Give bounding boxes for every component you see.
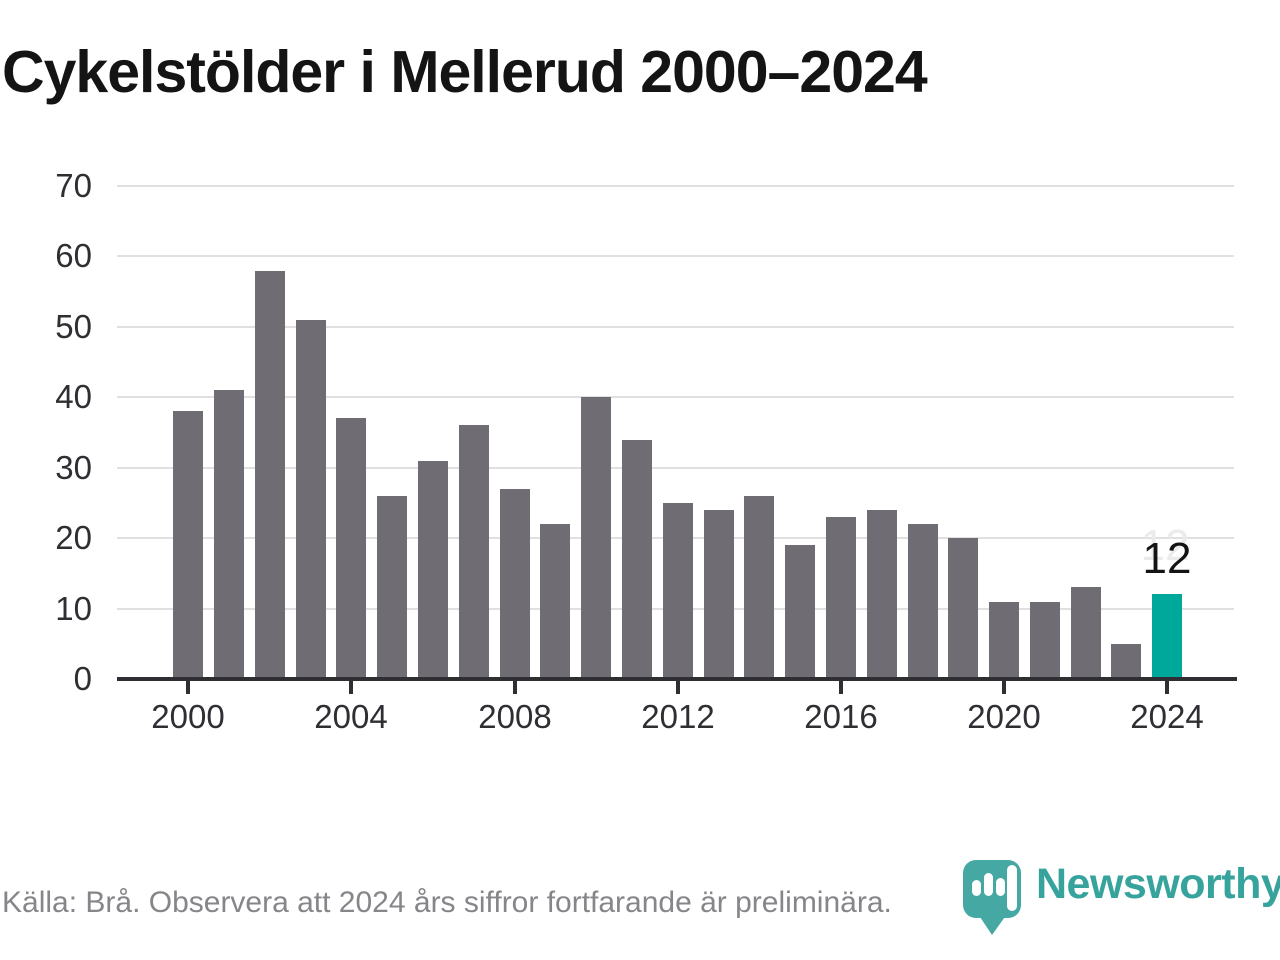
gridline-60 (117, 255, 1234, 257)
x-axis-label-2012: 2012 (641, 698, 715, 735)
y-axis-label-30: 30 (55, 449, 92, 486)
bar-2022 (1071, 587, 1101, 679)
bar-2003 (296, 320, 326, 679)
bar-2023 (1111, 644, 1141, 679)
bar-2014 (744, 496, 774, 679)
x-axis-label-2016: 2016 (804, 698, 878, 735)
bar-2004 (336, 418, 366, 679)
y-axis-label-60: 60 (55, 237, 92, 274)
y-axis-label-10: 10 (55, 590, 92, 627)
bar-value-label: 12 (1142, 534, 1192, 583)
x-axis-tick-2012 (676, 681, 680, 694)
bar-2005 (377, 496, 407, 679)
bar-2007 (459, 425, 489, 679)
bar-2020 (989, 602, 1019, 679)
x-axis-label-2020: 2020 (967, 698, 1041, 735)
bar-2011 (622, 440, 652, 679)
bar-2016 (826, 517, 856, 679)
bar-2018 (908, 524, 938, 679)
bar-2013 (704, 510, 734, 679)
bar-2024-highlighted (1152, 594, 1182, 679)
x-axis-label-2000: 2000 (151, 698, 225, 735)
newsworthy-logo-icon (963, 860, 1021, 935)
bar-2006 (418, 461, 448, 679)
gridline-50 (117, 326, 1234, 328)
y-axis-label-40: 40 (55, 378, 92, 415)
bar-2009 (540, 524, 570, 679)
x-axis-tick-2024 (1165, 681, 1169, 694)
source-note: Källa: Brå. Observera att 2024 års siffr… (2, 886, 892, 919)
bar-2010 (581, 397, 611, 679)
x-axis-tick-2004 (349, 681, 353, 694)
bar-2008 (500, 489, 530, 679)
bar-2015 (785, 545, 815, 679)
bar-2012 (663, 503, 693, 679)
bar-value-label-ghost: 12 (1140, 521, 1190, 570)
x-axis-tick-2016 (839, 681, 843, 694)
x-axis-tick-2008 (513, 681, 517, 694)
newsworthy-wordmark: Newsworthy (1036, 860, 1280, 908)
bar-2002 (255, 271, 285, 679)
x-axis-tick-2020 (1002, 681, 1006, 694)
newsworthy-brand: Newsworthy (963, 858, 1280, 936)
page-title: Cykelstölder i Mellerud 2000–2024 (2, 39, 928, 105)
y-axis-label-50: 50 (55, 308, 92, 345)
x-axis-label-2024: 2024 (1130, 698, 1204, 735)
y-axis-label-20: 20 (55, 519, 92, 556)
gridline-70 (117, 185, 1234, 187)
y-axis-label-70: 70 (55, 167, 92, 204)
x-axis-label-2008: 2008 (478, 698, 552, 735)
bar-2019 (948, 538, 978, 679)
bar-2000 (173, 411, 203, 679)
gridline-30 (117, 467, 1234, 469)
x-axis-tick-2000 (186, 681, 190, 694)
bar-2001 (214, 390, 244, 679)
x-axis-line (117, 677, 1237, 681)
bar-2021 (1030, 602, 1060, 679)
y-axis-label-0: 0 (73, 660, 92, 697)
x-axis-label-2004: 2004 (314, 698, 388, 735)
gridline-40 (117, 396, 1234, 398)
bar-2017 (867, 510, 897, 679)
